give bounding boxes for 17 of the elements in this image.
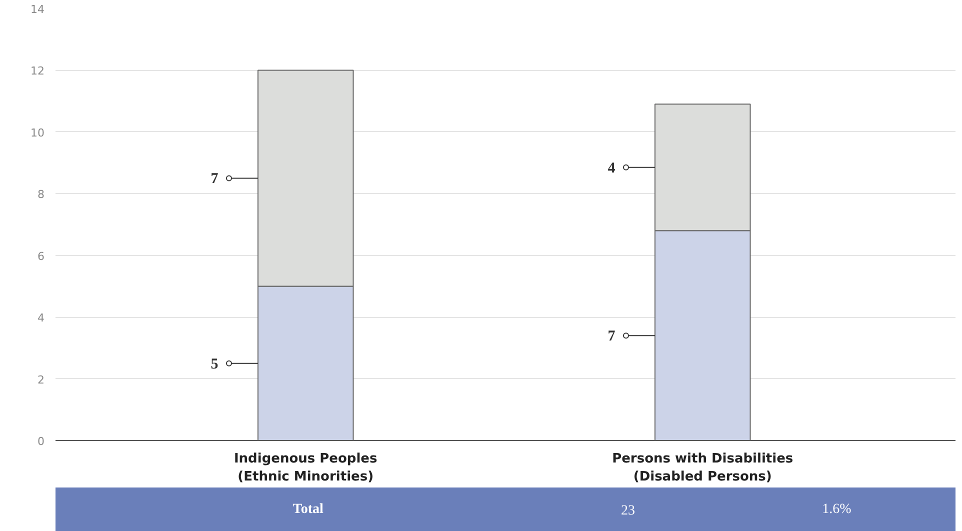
y-tick-label: 4	[38, 312, 44, 325]
y-tick-label: 2	[38, 373, 44, 386]
y-tick-label: 10	[30, 126, 45, 140]
data-label: 4	[608, 160, 616, 176]
y-tick-label: 12	[30, 64, 45, 78]
data-label: 7	[608, 328, 616, 345]
y-tick-label: 8	[38, 188, 44, 202]
y-tick-label: 6	[38, 250, 44, 263]
text: 23	[621, 504, 636, 518]
text: Total	[292, 502, 324, 517]
data-label: 7	[210, 171, 219, 188]
x-tick-label: Indigenous Peoples (Ethnic Minorities)	[234, 452, 378, 484]
data-label: 5	[210, 356, 218, 372]
y-tick-label: 0	[38, 435, 44, 448]
x-tick-label: Persons with Disabilities (Disabled Persons)	[612, 452, 794, 484]
text: 1.6%	[822, 502, 852, 517]
y-tick-label: 14	[30, 3, 45, 16]
